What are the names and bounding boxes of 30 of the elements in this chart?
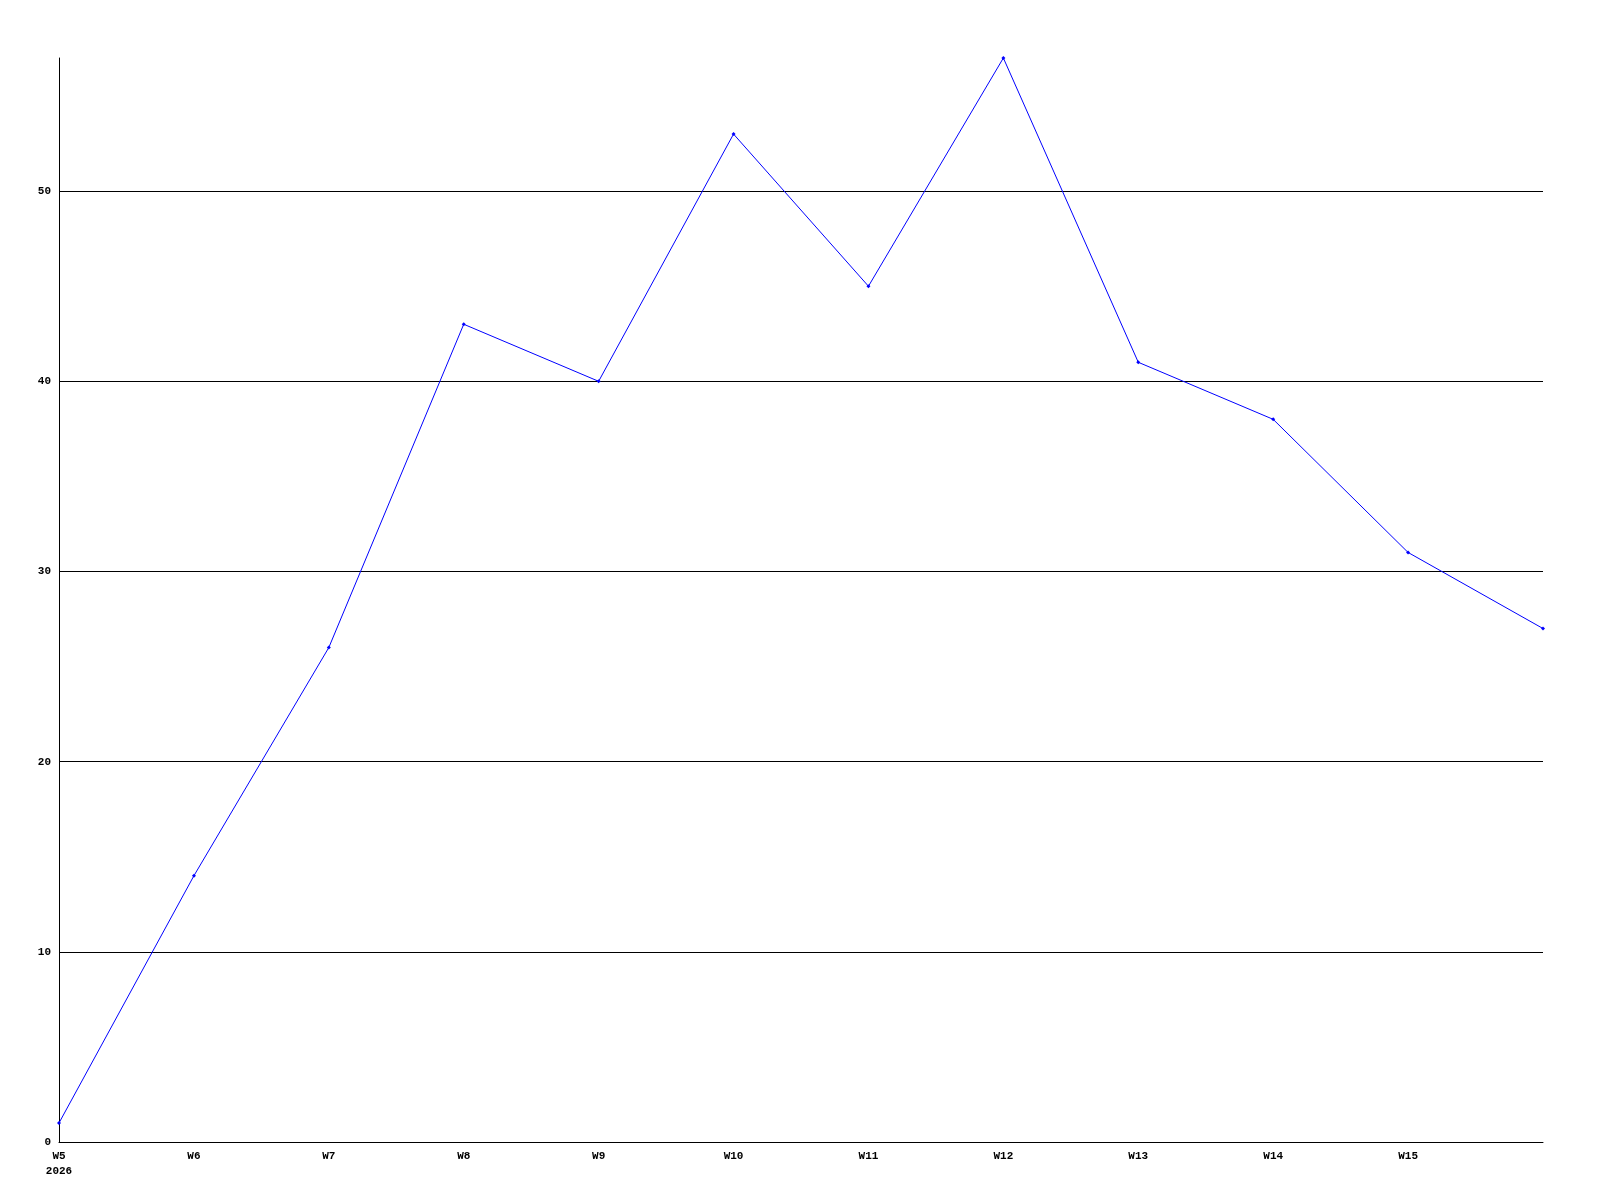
x-tick-label: W6 xyxy=(187,1149,201,1162)
x-tick-label: W8 xyxy=(457,1149,471,1162)
point xyxy=(57,1120,61,1125)
point xyxy=(1406,550,1411,555)
x-tick-label: W7 xyxy=(322,1149,336,1162)
x-tick-label: W10 xyxy=(723,1149,744,1162)
point xyxy=(596,379,601,384)
point xyxy=(1001,56,1006,60)
y-tick-label: 10 xyxy=(37,945,51,958)
x-tick-label: W15 xyxy=(1398,1149,1419,1162)
point xyxy=(731,132,736,137)
line-series xyxy=(57,56,1545,1125)
point xyxy=(461,322,466,327)
y-tick-label: 0 xyxy=(44,1136,51,1148)
point xyxy=(326,645,331,650)
x-tick-label: W12 xyxy=(993,1149,1014,1162)
x-tick-label: W14 xyxy=(1263,1149,1284,1162)
x-tick-label: W9 xyxy=(592,1149,606,1162)
x-tick-label: W11 xyxy=(858,1149,879,1162)
y-tick-label: 20 xyxy=(37,755,51,768)
y-tick-label: 50 xyxy=(37,185,51,198)
x-tick-label: W5 2026 xyxy=(45,1149,73,1177)
point xyxy=(1136,360,1141,365)
y-tick-label: 40 xyxy=(37,375,51,388)
point xyxy=(191,873,196,878)
x-tick-label: W13 xyxy=(1128,1149,1149,1162)
y-tick-label: 30 xyxy=(37,565,51,578)
point xyxy=(1271,417,1276,422)
point xyxy=(1541,626,1545,631)
point xyxy=(866,284,871,289)
